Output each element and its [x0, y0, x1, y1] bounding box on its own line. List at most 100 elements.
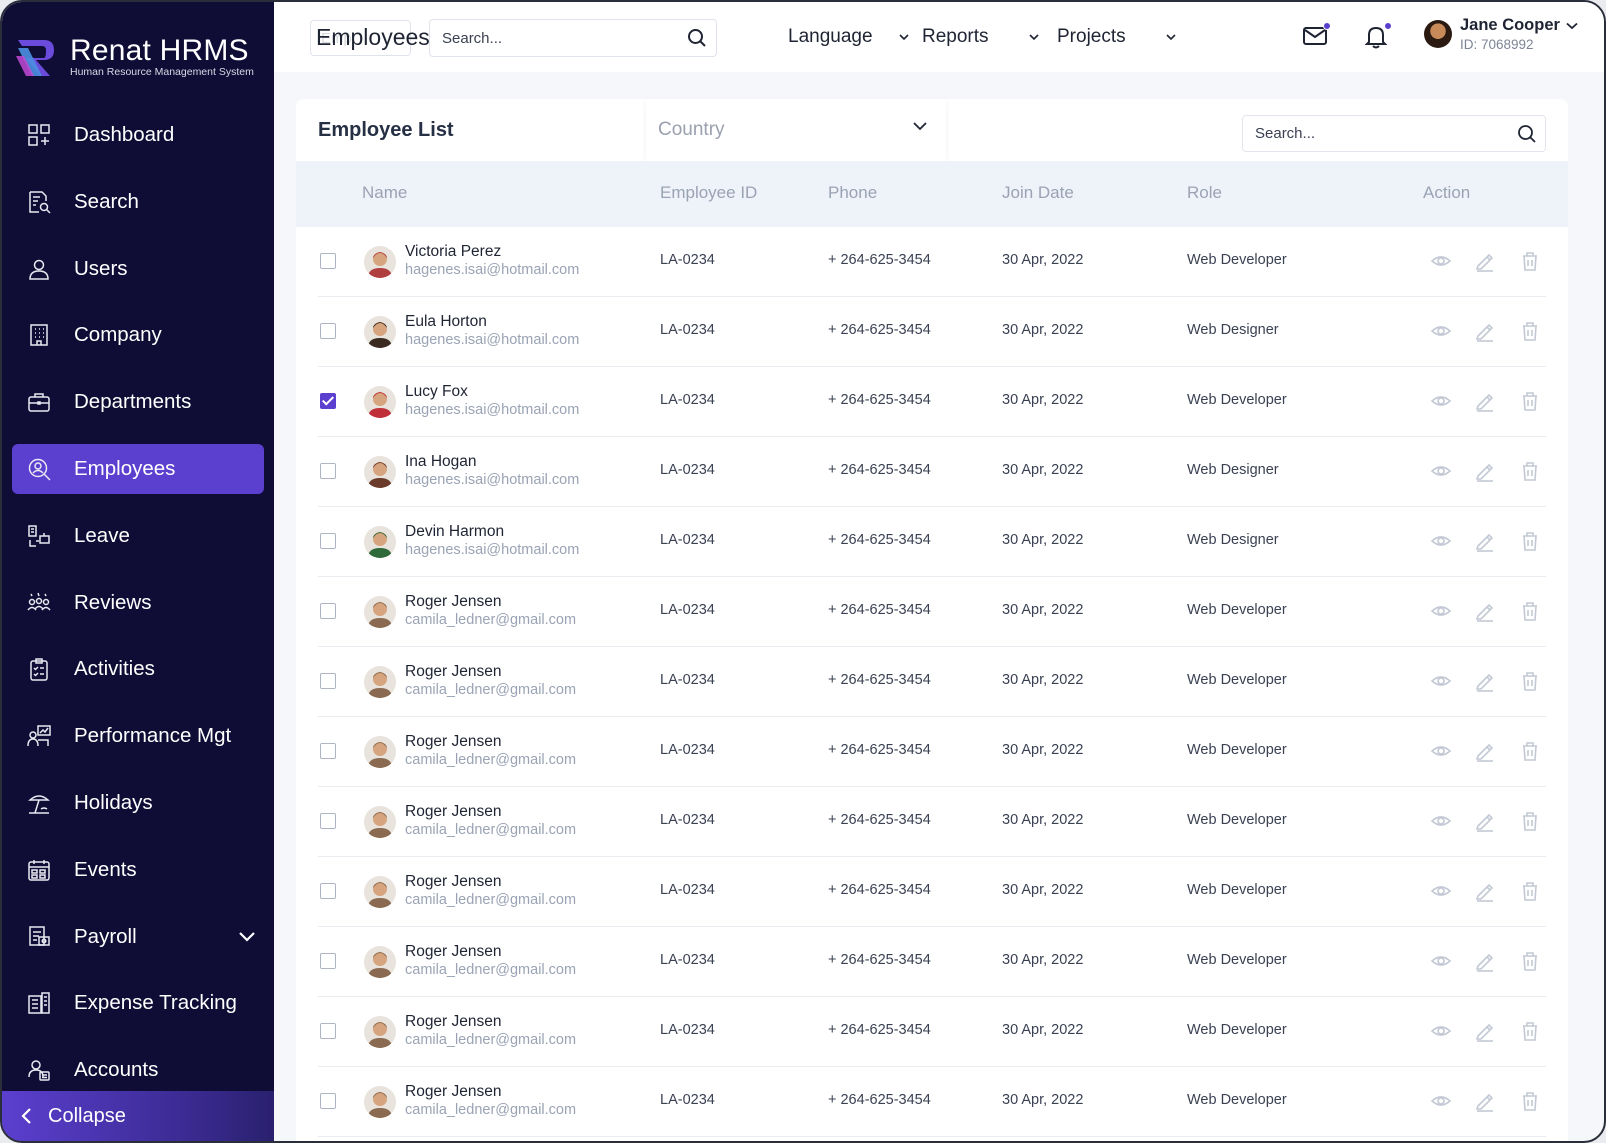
delete-button[interactable] — [1519, 740, 1543, 764]
sidebar-item-reviews[interactable]: Reviews — [12, 578, 264, 628]
row-checkbox[interactable] — [320, 603, 336, 619]
view-button[interactable] — [1430, 390, 1454, 414]
card-search-input[interactable] — [1255, 125, 1495, 142]
view-button[interactable] — [1430, 880, 1454, 904]
edit-button[interactable] — [1474, 950, 1498, 974]
view-button[interactable] — [1430, 600, 1454, 624]
view-button[interactable] — [1430, 530, 1454, 554]
collapse-button[interactable]: Collapse — [2, 1091, 274, 1141]
view-button[interactable] — [1430, 950, 1454, 974]
table-row[interactable]: Roger Jensen camila_ledner@gmail.com LA-02… — [318, 1067, 1546, 1137]
sidebar-item-expense-tracking[interactable]: Expense Tracking — [12, 978, 264, 1028]
view-button[interactable] — [1430, 460, 1454, 484]
table-row[interactable]: Lucy Fox hagenes.isai@hotmail.com LA-0234 +… — [318, 367, 1546, 437]
menu-reports[interactable]: Reports — [922, 26, 1039, 48]
view-button[interactable] — [1430, 810, 1454, 834]
table-row[interactable]: Roger Jensen camila_ledner@gmail.com LA-02… — [318, 857, 1546, 927]
employee-name[interactable]: Roger Jensen — [405, 663, 502, 680]
employee-name[interactable]: Roger Jensen — [405, 733, 502, 750]
row-checkbox[interactable] — [320, 253, 336, 269]
employee-name[interactable]: Ina Hogan — [405, 453, 477, 470]
mail-button[interactable] — [1301, 22, 1331, 52]
delete-button[interactable] — [1519, 530, 1543, 554]
menu-projects[interactable]: Projects — [1057, 26, 1176, 48]
row-checkbox[interactable] — [320, 743, 336, 759]
row-checkbox[interactable] — [320, 1023, 336, 1039]
delete-button[interactable] — [1519, 600, 1543, 624]
table-row[interactable]: Roger Jensen camila_ledner@gmail.com LA-02… — [318, 577, 1546, 647]
row-checkbox[interactable] — [320, 883, 336, 899]
delete-button[interactable] — [1519, 1020, 1543, 1044]
row-checkbox[interactable] — [320, 393, 336, 409]
employee-name[interactable]: Roger Jensen — [405, 1083, 502, 1100]
column-phone[interactable]: Phone — [828, 183, 878, 202]
delete-button[interactable] — [1519, 320, 1543, 344]
employee-name[interactable]: Roger Jensen — [405, 873, 502, 890]
user-menu[interactable]: Jane Cooper ID: 7068992 — [1424, 14, 1578, 54]
employee-name[interactable]: Roger Jensen — [405, 593, 502, 610]
sidebar-item-events[interactable]: Events — [12, 845, 264, 895]
sidebar-item-departments[interactable]: Departments — [12, 377, 264, 427]
sidebar-item-company[interactable]: Company — [12, 310, 264, 360]
edit-button[interactable] — [1474, 530, 1498, 554]
delete-button[interactable] — [1519, 460, 1543, 484]
edit-button[interactable] — [1474, 320, 1498, 344]
column-name[interactable]: Name — [362, 183, 408, 202]
row-checkbox[interactable] — [320, 953, 336, 969]
edit-button[interactable] — [1474, 460, 1498, 484]
edit-button[interactable] — [1474, 880, 1498, 904]
table-row[interactable]: Roger Jensen camila_ledner@gmail.com LA-02… — [318, 997, 1546, 1067]
employee-name[interactable]: Devin Harmon — [405, 523, 505, 540]
edit-button[interactable] — [1474, 740, 1498, 764]
employee-name[interactable]: Victoria Perez — [405, 243, 502, 260]
sidebar-item-accounts[interactable]: Accounts — [12, 1045, 264, 1095]
country-select[interactable]: Country — [646, 99, 946, 161]
delete-button[interactable] — [1519, 810, 1543, 834]
sidebar-item-holidays[interactable]: Holidays — [12, 778, 264, 828]
edit-button[interactable] — [1474, 250, 1498, 274]
delete-button[interactable] — [1519, 880, 1543, 904]
view-button[interactable] — [1430, 740, 1454, 764]
sidebar-item-dashboard[interactable]: Dashboard — [12, 110, 264, 160]
table-row[interactable]: Victoria Perez hagenes.isai@hotmail.com LA… — [318, 227, 1546, 297]
sidebar-item-payroll[interactable]: Payroll — [12, 912, 264, 962]
column-employee-id[interactable]: Employee ID — [660, 183, 758, 202]
table-row[interactable]: Roger Jensen camila_ledner@gmail.com LA-02… — [318, 647, 1546, 717]
view-button[interactable] — [1430, 250, 1454, 274]
edit-button[interactable] — [1474, 1020, 1498, 1044]
row-checkbox[interactable] — [320, 463, 336, 479]
edit-button[interactable] — [1474, 670, 1498, 694]
search-icon[interactable] — [1517, 124, 1537, 144]
table-row[interactable]: Roger Jensen camila_ledner@gmail.com LA-02… — [318, 717, 1546, 787]
sidebar-item-search[interactable]: Search — [12, 177, 264, 227]
employee-name[interactable]: Roger Jensen — [405, 943, 502, 960]
table-row[interactable]: Eula Horton hagenes.isai@hotmail.com LA-02… — [318, 297, 1546, 367]
sidebar-item-users[interactable]: Users — [12, 244, 264, 294]
sidebar-item-leave[interactable]: Leave — [12, 511, 264, 561]
search-icon[interactable] — [687, 28, 707, 48]
table-row[interactable]: Roger Jensen camila_ledner@gmail.com LA-02… — [318, 787, 1546, 857]
notifications-button[interactable] — [1362, 22, 1392, 52]
view-button[interactable] — [1430, 320, 1454, 344]
column-join-date[interactable]: Join Date — [1002, 183, 1074, 202]
sidebar-item-performance-mgt[interactable]: Performance Mgt — [12, 711, 264, 761]
view-button[interactable] — [1430, 1090, 1454, 1114]
delete-button[interactable] — [1519, 390, 1543, 414]
delete-button[interactable] — [1519, 950, 1543, 974]
row-checkbox[interactable] — [320, 323, 336, 339]
sidebar-item-activities[interactable]: Activities — [12, 644, 264, 694]
table-row[interactable]: Devin Harmon hagenes.isai@hotmail.com LA-0… — [318, 507, 1546, 577]
delete-button[interactable] — [1519, 1090, 1543, 1114]
edit-button[interactable] — [1474, 390, 1498, 414]
employee-name[interactable]: Lucy Fox — [405, 383, 468, 400]
edit-button[interactable] — [1474, 810, 1498, 834]
employee-name[interactable]: Roger Jensen — [405, 803, 502, 820]
edit-button[interactable] — [1474, 600, 1498, 624]
header-search-input[interactable] — [442, 29, 672, 47]
delete-button[interactable] — [1519, 670, 1543, 694]
column-role[interactable]: Role — [1187, 183, 1222, 202]
view-button[interactable] — [1430, 670, 1454, 694]
table-row[interactable]: Ina Hogan hagenes.isai@hotmail.com LA-0234… — [318, 437, 1546, 507]
filter-box[interactable]: Emp — [310, 20, 411, 56]
employee-name[interactable]: Roger Jensen — [405, 1013, 502, 1030]
